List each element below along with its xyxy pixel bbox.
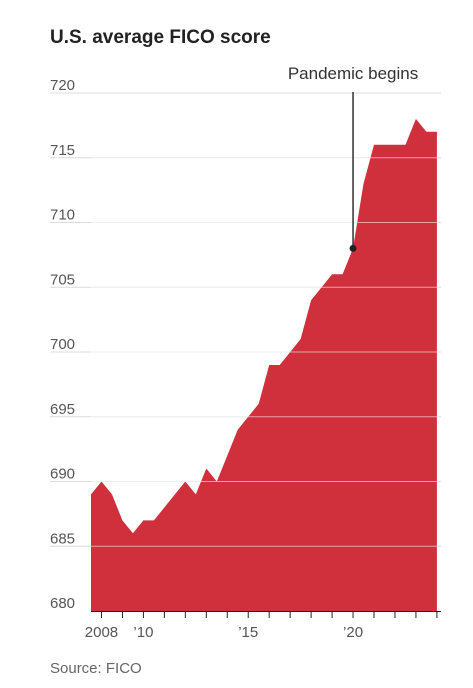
source-note: Source: FICO — [50, 660, 142, 677]
y-axis-labels: 720 715 710 705 700 695 690 685 680 — [50, 77, 75, 612]
x-tick-label: 2008 — [85, 624, 118, 641]
y-tick-label: 680 — [50, 595, 75, 612]
x-tick-label: ’15 — [238, 624, 258, 641]
x-tick-label: ’20 — [343, 624, 363, 641]
y-tick-label: 720 — [50, 77, 75, 94]
y-tick-label: 690 — [50, 466, 75, 483]
y-tick-label: 705 — [50, 271, 75, 288]
x-tick-label: ’10 — [133, 624, 153, 641]
y-tick-label: 710 — [50, 207, 75, 224]
y-tick-label: 685 — [50, 530, 75, 547]
fico-score-area — [91, 118, 437, 612]
pandemic-annotation: Pandemic begins — [288, 64, 418, 252]
annotation-marker — [349, 244, 357, 252]
y-tick-label: 715 — [50, 142, 75, 159]
x-axis-ticks: 2008 ’10 ’15 ’20 — [85, 611, 438, 641]
annotation-label: Pandemic begins — [288, 64, 418, 83]
y-tick-label: 700 — [50, 336, 75, 353]
y-tick-label: 695 — [50, 401, 75, 418]
chart-title: U.S. average FICO score — [50, 27, 271, 48]
